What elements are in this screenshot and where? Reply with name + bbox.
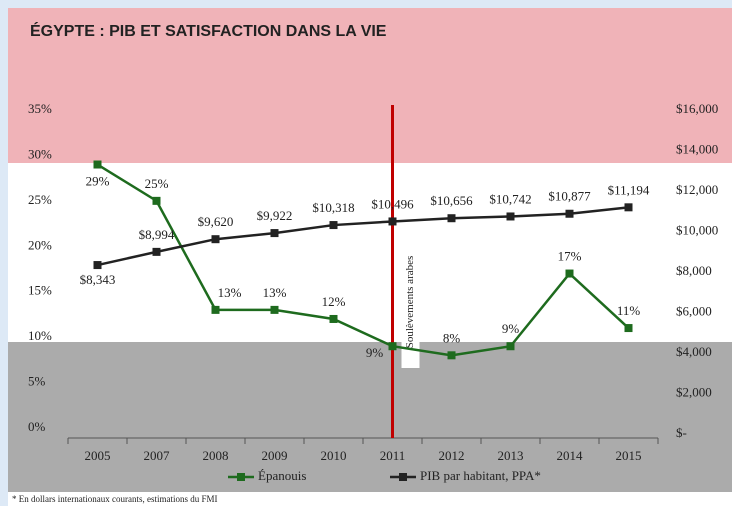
y2-tick-label: $14,000 — [676, 141, 718, 156]
y-tick-label: 0% — [28, 419, 46, 434]
marker — [389, 217, 397, 225]
value-label: 13% — [218, 285, 242, 300]
flag-black — [8, 342, 732, 492]
x-tick-label: 2010 — [321, 448, 347, 463]
legend-marker — [399, 473, 407, 481]
value-label: $10,496 — [371, 196, 414, 211]
x-tick-label: 2005 — [85, 448, 111, 463]
y2-tick-label: $12,000 — [676, 182, 718, 197]
y-tick-label: 30% — [28, 146, 52, 161]
y-tick-label: 25% — [28, 192, 52, 207]
x-tick-label: 2008 — [203, 448, 229, 463]
value-label: $8,994 — [139, 227, 175, 242]
marker — [448, 214, 456, 222]
value-label: 12% — [322, 294, 346, 309]
legend-marker — [237, 473, 245, 481]
marker — [507, 342, 515, 350]
marker — [566, 270, 574, 278]
marker — [625, 324, 633, 332]
x-tick-label: 2012 — [439, 448, 465, 463]
value-label: $10,742 — [489, 191, 531, 206]
y2-tick-label: $2,000 — [676, 384, 712, 399]
legend-label: Épanouis — [258, 468, 306, 483]
y2-tick-label: $10,000 — [676, 222, 718, 237]
x-tick-label: 2013 — [498, 448, 524, 463]
y2-tick-label: $16,000 — [676, 101, 718, 116]
marker — [330, 315, 338, 323]
annotation-text: Soulèvements arabes — [404, 256, 416, 349]
marker — [566, 210, 574, 218]
marker — [153, 248, 161, 256]
x-tick-label: 2014 — [557, 448, 584, 463]
value-label: $10,318 — [312, 200, 354, 215]
x-tick-label: 2009 — [262, 448, 288, 463]
marker — [271, 306, 279, 314]
y2-tick-label: $- — [676, 425, 687, 440]
marker — [153, 197, 161, 205]
footnote: * En dollars internationaux courants, es… — [12, 494, 217, 504]
chart: ÉGYPTE : PIB ET SATISFACTION DANS LA VIE… — [0, 0, 732, 506]
marker — [448, 351, 456, 359]
x-tick-label: 2007 — [144, 448, 171, 463]
value-label: 29% — [86, 173, 110, 188]
marker — [389, 342, 397, 350]
marker — [271, 229, 279, 237]
value-label: 9% — [366, 345, 384, 360]
y2-tick-label: $8,000 — [676, 263, 712, 278]
value-label: $9,620 — [198, 214, 234, 229]
chart-title: ÉGYPTE : PIB ET SATISFACTION DANS LA VIE — [30, 21, 387, 40]
x-tick-label: 2011 — [380, 448, 406, 463]
y-tick-label: 20% — [28, 237, 52, 252]
marker — [94, 261, 102, 269]
marker — [507, 212, 515, 220]
value-label: 17% — [558, 249, 582, 264]
y-tick-label: 15% — [28, 283, 52, 298]
y-tick-label: 35% — [28, 101, 52, 116]
y2-tick-label: $6,000 — [676, 303, 712, 318]
page: {"chart_data": {"type": "line", "title":… — [0, 0, 732, 506]
y-tick-label: 5% — [28, 374, 46, 389]
marker — [625, 203, 633, 211]
value-label: 9% — [502, 321, 520, 336]
value-label: $8,343 — [80, 272, 116, 287]
value-label: 8% — [443, 330, 461, 345]
value-label: $10,656 — [430, 193, 473, 208]
y2-tick-label: $4,000 — [676, 344, 712, 359]
y-tick-label: 10% — [28, 328, 52, 343]
marker — [94, 161, 102, 169]
marker — [330, 221, 338, 229]
value-label: 25% — [145, 176, 169, 191]
x-tick-label: 2015 — [616, 448, 642, 463]
value-label: $9,922 — [257, 208, 293, 223]
legend-label: PIB par habitant, PPA* — [420, 468, 541, 483]
value-label: 13% — [263, 285, 287, 300]
value-label: 11% — [617, 303, 641, 318]
marker — [212, 306, 220, 314]
marker — [212, 235, 220, 243]
value-label: $11,194 — [608, 182, 650, 197]
value-label: $10,877 — [548, 189, 591, 204]
